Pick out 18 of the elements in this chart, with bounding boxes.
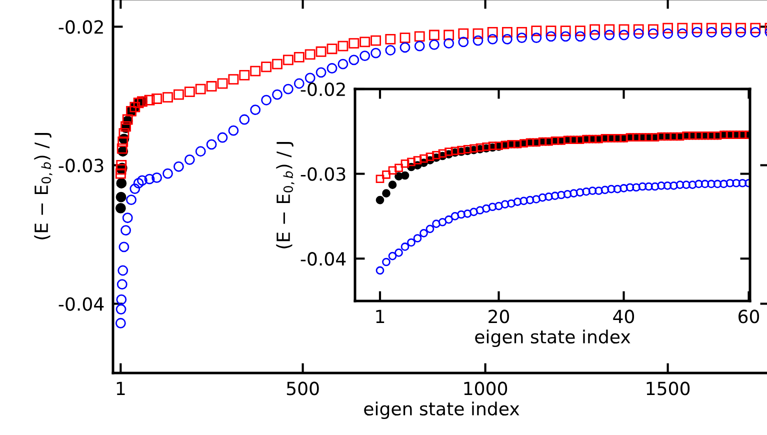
x-tick-label: 1500 (646, 382, 690, 396)
y-tick-label: -0.04 (58, 297, 104, 311)
y-tick-label: -0.03 (300, 167, 346, 181)
x-tick-label: 1000 (464, 382, 508, 396)
y-tick-label: -0.02 (58, 20, 103, 34)
y-tick-label: -0.03 (58, 158, 104, 172)
y-axis-title: (E − E$_{0,b}$) / J (34, 133, 52, 240)
x-tick-label: 1 (376, 310, 384, 324)
y-tick-label: -0.04 (300, 252, 346, 266)
y-axis-title: (E − E$_{0,b}$) / J (276, 142, 294, 248)
x-tick-label: 40 (613, 310, 634, 324)
y-tick-label: -0.02 (300, 82, 345, 96)
x-tick-label: 500 (286, 382, 319, 396)
x-tick-label: 20 (488, 310, 510, 324)
x-axis-title: eigen state index (475, 330, 630, 348)
x-tick-label: 1 (116, 382, 125, 396)
x-axis-title: eigen state index (364, 402, 520, 420)
x-tick-label: 60 (738, 310, 760, 324)
